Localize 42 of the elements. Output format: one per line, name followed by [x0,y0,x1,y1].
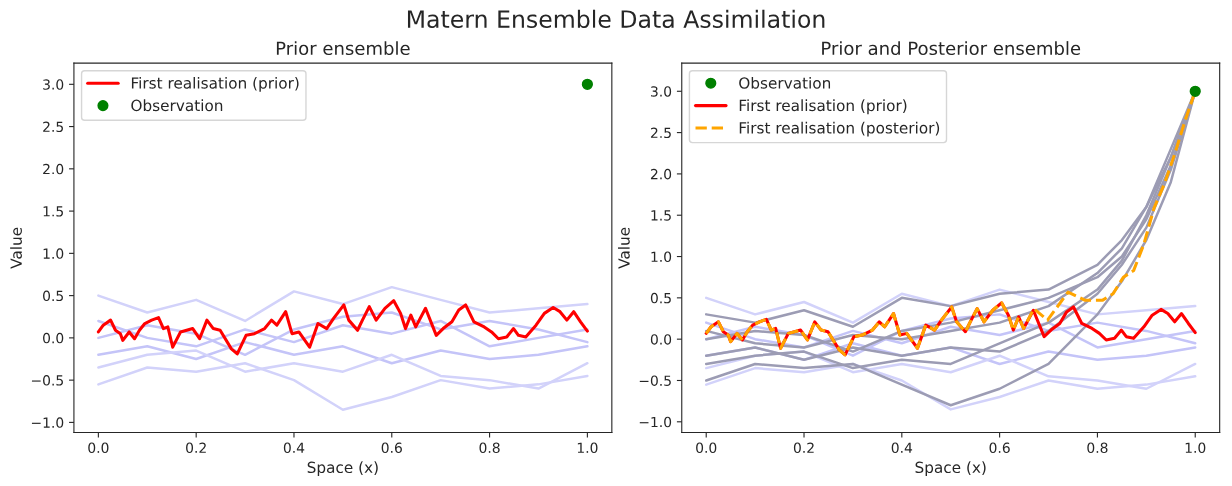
y-tick-label: 0.0 [650,334,672,345]
legend-label: First realisation (posterior) [739,121,940,137]
legend-label: Observation [131,99,223,112]
y-tick-label: 2.0 [43,163,64,175]
x-tick-label: 0.8 [1087,442,1108,454]
x-tick-label: 0.2 [793,442,814,454]
x-tick-label: 0.8 [479,442,500,454]
y-tick-label: −1.0 [639,416,672,428]
x-tick-label: 0.6 [989,442,1010,454]
chart-title: Prior ensemble [276,41,410,56]
y-tick-label: 1.0 [651,251,672,263]
x-tick-label: 0.0 [88,442,109,454]
x-tick-label: 0.4 [283,442,305,454]
legend-label: Observation [739,76,831,89]
chart-title: Prior and Posterior ensemble [822,41,1081,56]
legend-label: First realisation (prior) [131,76,299,92]
y-tick-label: 1.5 [43,206,63,217]
y-tick-label: −0.5 [31,375,63,386]
y-tick-label: 2.5 [43,121,63,133]
y-tick-label: 0.5 [43,290,63,302]
x-tick-label: 1.0 [577,442,598,454]
x-tick-label: 0.2 [186,442,206,454]
y-tick-label: −0.5 [639,375,671,386]
y-tick-label: 1.0 [43,248,64,259]
y-tick-label: 3.0 [651,86,672,97]
x-tick-label: 0.6 [381,442,402,454]
y-tick-label: 0.5 [650,292,671,304]
x-tick-label: 1.0 [1185,442,1206,454]
x-axis-title: Space (x) [307,461,378,477]
x-tick-label: 0.0 [696,442,717,454]
y-tick-label: −1.0 [31,417,64,428]
y-tick-label: 1.5 [651,210,671,221]
y-axis-title: Value [10,227,22,269]
y-tick-label: 2.5 [650,127,671,139]
y-tick-label: 0.0 [43,332,64,344]
text: Matern Ensemble Data Assimilation [407,9,825,28]
y-tick-label: 2.0 [650,168,672,180]
y-tick-label: 3.0 [43,79,64,90]
y-axis-title: Value [617,227,630,269]
x-tick-label: 0.4 [891,442,913,454]
legend-label: First realisation (prior) [739,99,907,115]
x-axis-title: Space (x) [915,461,986,477]
